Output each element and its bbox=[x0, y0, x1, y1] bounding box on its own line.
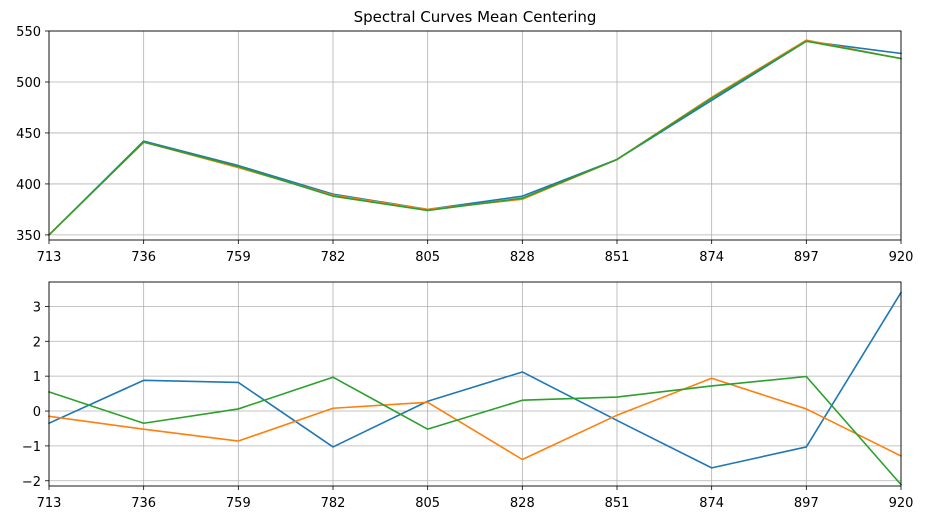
x-tick-label: 897 bbox=[794, 250, 819, 265]
x-tick-label: 897 bbox=[794, 496, 819, 511]
x-tick-label: 851 bbox=[605, 250, 630, 265]
axes-frame bbox=[48, 281, 902, 487]
series-line-2 bbox=[48, 377, 903, 461]
x-tick-label: 759 bbox=[226, 496, 251, 511]
y-tick-label: 550 bbox=[16, 25, 41, 40]
x-tick-label: 782 bbox=[321, 496, 346, 511]
x-tick-label: 736 bbox=[131, 250, 156, 265]
x-tick-label: 805 bbox=[415, 496, 440, 511]
x-tick-label: 874 bbox=[699, 250, 724, 265]
x-tick-label: 805 bbox=[415, 250, 440, 265]
axes-frame bbox=[48, 30, 902, 241]
series-line-2 bbox=[47, 39, 902, 237]
y-tick-label: 450 bbox=[16, 127, 41, 142]
series-line-1 bbox=[47, 291, 903, 469]
y-tick-label: 0 bbox=[33, 405, 41, 420]
x-tick-label: 874 bbox=[699, 496, 724, 511]
y-tick-label: 2 bbox=[33, 335, 41, 350]
x-tick-label: 759 bbox=[226, 250, 251, 265]
y-tick-label: −1 bbox=[22, 440, 41, 455]
y-tick-label: 350 bbox=[16, 229, 41, 244]
y-tick-label: 3 bbox=[33, 300, 41, 315]
chart-2: 713 736 759 782 805 828 851 874 897 920 −2 −1 0 1 2 3 bbox=[22, 281, 914, 511]
y-tick-label: 1 bbox=[33, 370, 41, 385]
series-line-3 bbox=[47, 375, 903, 486]
y-tick-label: 400 bbox=[16, 178, 41, 193]
x-tick-label: 736 bbox=[131, 496, 156, 511]
x-tick-label: 920 bbox=[889, 496, 914, 511]
x-tick-label: 713 bbox=[37, 250, 62, 265]
series-line-1 bbox=[47, 40, 902, 237]
chart-title: Spectral Curves Mean Centering bbox=[354, 8, 597, 26]
chart-1: Spectral Curves Mean Centering 713 736 759 7… bbox=[16, 8, 913, 265]
series-line-3 bbox=[47, 40, 902, 237]
y-tick-label: −2 bbox=[22, 475, 41, 490]
x-tick-label: 851 bbox=[605, 496, 630, 511]
x-tick-label: 713 bbox=[37, 496, 62, 511]
x-tick-label: 828 bbox=[510, 250, 535, 265]
x-tick-label: 828 bbox=[510, 496, 535, 511]
x-tick-label: 920 bbox=[889, 250, 914, 265]
x-tick-label: 782 bbox=[321, 250, 346, 265]
y-tick-label: 500 bbox=[16, 76, 41, 91]
